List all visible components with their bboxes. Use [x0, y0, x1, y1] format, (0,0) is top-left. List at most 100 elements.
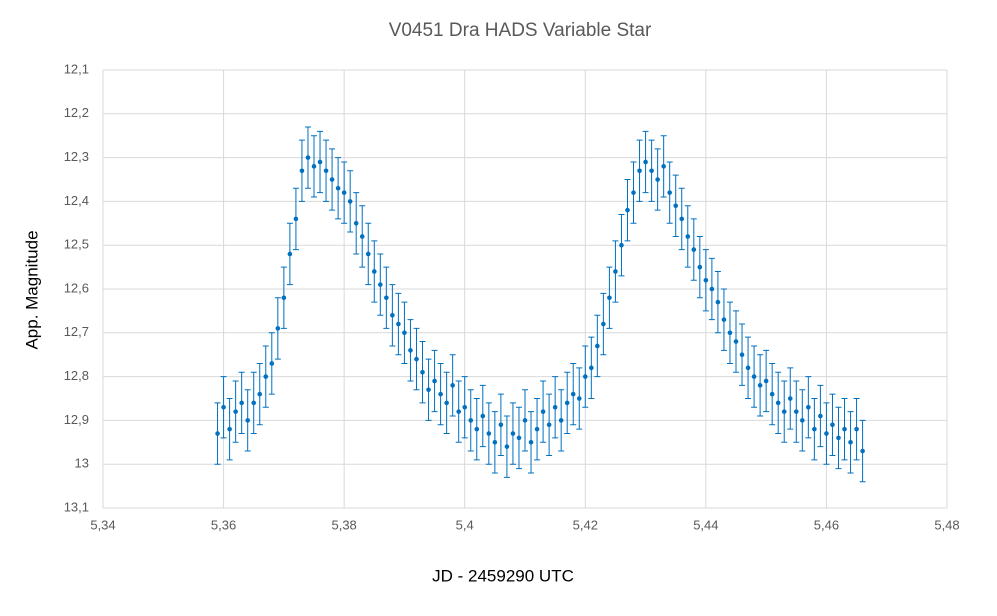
data-point [607, 295, 612, 301]
data-point [414, 356, 419, 362]
y-tick-label: 13,1 [64, 499, 89, 514]
y-tick-label: 12,4 [64, 193, 89, 208]
data-point [631, 190, 636, 195]
data-point [552, 404, 558, 410]
data-point [733, 339, 739, 344]
data-point [227, 426, 232, 432]
data-point [558, 418, 564, 423]
data-point [335, 185, 341, 191]
data-point [359, 234, 365, 239]
data-point [757, 383, 763, 388]
data-point [595, 343, 600, 349]
x-tick-label: 5,44 [693, 517, 718, 532]
data-point [709, 286, 715, 292]
data-point [504, 444, 510, 449]
data-point [450, 383, 455, 388]
data-point [371, 269, 377, 274]
data-point [667, 190, 672, 195]
data-point [576, 396, 582, 401]
data-point [480, 413, 486, 419]
data-point [426, 387, 431, 393]
data-point [239, 400, 244, 406]
y-tick-label: 12,1 [64, 61, 89, 76]
data-point [522, 418, 528, 423]
data-point [347, 199, 353, 204]
data-point [498, 422, 504, 428]
data-point [854, 426, 859, 432]
data-point [637, 168, 642, 174]
data-point [468, 418, 474, 423]
data-point [739, 352, 745, 358]
data-point [233, 409, 238, 414]
data-point [775, 400, 781, 406]
data-point [420, 369, 425, 375]
x-tick-label: 5,48 [934, 517, 959, 532]
data-point [378, 282, 383, 287]
x-tick-label: 5,38 [331, 517, 356, 532]
data-point [800, 418, 805, 423]
data-point [655, 177, 660, 182]
x-tick-label: 5,4 [456, 517, 474, 532]
data-point [781, 409, 787, 414]
data-point [661, 164, 666, 169]
y-tick-label: 12,2 [64, 105, 89, 120]
data-point [516, 435, 522, 441]
data-point [287, 251, 293, 257]
data-point [625, 207, 630, 213]
data-point [763, 378, 769, 384]
chart-title: V0451 Dra HADS Variable Star [389, 20, 652, 41]
data-point [444, 400, 449, 406]
data-point [619, 242, 624, 248]
data-point [812, 426, 817, 432]
data-point [540, 409, 546, 414]
y-axis-title: App. Magnitude [22, 230, 41, 349]
data-point [685, 234, 691, 239]
data-point [721, 317, 727, 322]
data-point [830, 422, 835, 428]
data-point [649, 168, 654, 174]
data-point [769, 391, 775, 397]
data-point [245, 418, 250, 423]
data-point [305, 155, 311, 160]
data-point [546, 422, 552, 428]
data-point [745, 365, 751, 371]
data-point [408, 348, 413, 353]
data-point [601, 321, 606, 327]
data-point [787, 396, 793, 401]
data-point [329, 177, 335, 182]
data-point [848, 440, 853, 445]
data-point [299, 168, 305, 174]
data-point [462, 404, 468, 410]
data-point [534, 426, 540, 432]
data-point [402, 330, 407, 336]
data-point [715, 299, 721, 305]
data-point [818, 413, 823, 419]
data-point [311, 164, 317, 169]
data-point [751, 374, 757, 379]
data-point [384, 295, 389, 301]
data-point [269, 361, 275, 366]
data-point [570, 391, 576, 397]
data-point [365, 251, 371, 257]
data-point [317, 159, 323, 165]
data-point [793, 409, 799, 414]
data-point [293, 216, 299, 222]
data-point [215, 431, 220, 436]
data-point [474, 426, 480, 432]
data-point [836, 435, 841, 441]
data-point [456, 409, 461, 414]
data-point [582, 374, 588, 379]
data-point [510, 431, 516, 436]
data-point [390, 312, 395, 318]
data-point [727, 330, 733, 336]
data-point [643, 159, 648, 165]
y-tick-label: 12,6 [64, 280, 89, 295]
x-axis-title: JD - 2459290 UTC [432, 566, 574, 585]
data-point [323, 168, 329, 174]
data-point [281, 295, 287, 301]
data-point [251, 400, 257, 406]
y-tick-label: 12,9 [64, 412, 89, 427]
y-tick-label: 12,8 [64, 368, 89, 383]
